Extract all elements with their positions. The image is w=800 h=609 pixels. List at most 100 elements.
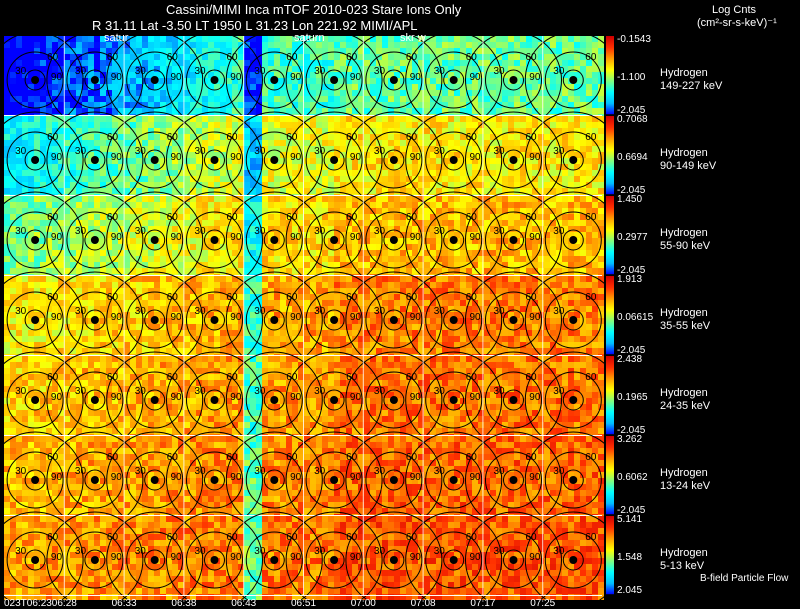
heat-cell	[256, 48, 262, 54]
heat-cell	[568, 36, 574, 42]
heat-cell	[58, 294, 64, 300]
contour-label: 90	[170, 232, 182, 243]
heat-cell	[532, 84, 538, 90]
heat-cell	[88, 48, 94, 54]
heat-cell	[316, 226, 322, 232]
heat-cell	[46, 60, 52, 66]
heat-cell	[292, 182, 298, 188]
heat-cell	[430, 48, 436, 54]
heat-cell	[148, 140, 154, 146]
heat-cell	[526, 102, 532, 108]
heat-cell	[412, 182, 418, 188]
heat-cell	[508, 54, 514, 60]
heat-cell	[10, 146, 16, 152]
field-point	[210, 76, 219, 84]
heat-cell	[442, 96, 448, 102]
heat-cell	[10, 318, 16, 324]
heat-cell	[100, 42, 106, 48]
heat-cell	[262, 60, 268, 66]
heat-cell	[214, 48, 220, 54]
heat-cell	[220, 158, 226, 164]
heat-cell	[4, 164, 10, 170]
heat-cell	[466, 108, 472, 114]
heat-cell	[484, 188, 490, 194]
heat-cell	[376, 108, 382, 114]
heat-cell	[340, 196, 346, 202]
heat-cell	[256, 268, 262, 274]
heat-cell	[280, 170, 286, 176]
heat-cell	[88, 158, 94, 164]
heat-cell	[94, 208, 100, 214]
heat-cell	[82, 196, 88, 202]
heat-cell	[58, 96, 64, 102]
heat-cell	[286, 84, 292, 90]
heat-cell	[394, 188, 400, 194]
heat-cell	[334, 182, 340, 188]
heat-cell	[148, 84, 154, 90]
heat-cell	[178, 90, 184, 96]
heat-cell	[340, 66, 346, 72]
heat-cell	[208, 208, 214, 214]
heat-cell	[430, 108, 436, 114]
heat-cell	[148, 102, 154, 108]
heat-cell	[118, 208, 124, 214]
heat-cell	[208, 176, 214, 182]
heat-cell	[76, 90, 82, 96]
heat-cell	[202, 188, 208, 194]
heat-cell	[370, 84, 376, 90]
heat-cell	[172, 72, 178, 78]
heat-cell	[190, 78, 196, 84]
heat-cell	[154, 66, 160, 72]
heat-cell	[478, 48, 484, 54]
heat-cell	[190, 90, 196, 96]
heat-cell	[40, 268, 46, 274]
heat-cell	[580, 128, 586, 134]
heat-cell	[118, 108, 124, 114]
heat-cell	[280, 196, 286, 202]
heat-cell	[586, 170, 592, 176]
heat-cell	[208, 250, 214, 256]
heat-cell	[226, 146, 232, 152]
heat-cell	[130, 196, 136, 202]
heat-cell	[316, 54, 322, 60]
heat-cell	[34, 176, 40, 182]
heat-cell	[76, 158, 82, 164]
heat-cell	[28, 140, 34, 146]
heat-cell	[58, 268, 64, 274]
heat-cell	[388, 202, 394, 208]
heat-cell	[388, 146, 394, 152]
heat-cell	[178, 262, 184, 268]
heat-cell	[184, 170, 190, 176]
heat-cell	[490, 54, 496, 60]
heat-cell	[580, 36, 586, 42]
colorbar-step	[606, 125, 614, 127]
heat-cell	[202, 122, 208, 128]
heat-cell	[10, 226, 16, 232]
contour-label: 90	[230, 152, 242, 163]
colorbar-step	[606, 116, 614, 118]
heat-cell	[562, 140, 568, 146]
heat-cell	[352, 214, 358, 220]
heat-cell	[118, 48, 124, 54]
heat-cell	[94, 170, 100, 176]
heat-cell	[526, 122, 532, 128]
heat-cell	[274, 244, 280, 250]
heat-cell	[280, 158, 286, 164]
heat-cell	[166, 146, 172, 152]
heat-cell	[130, 238, 136, 244]
heat-cell	[310, 152, 316, 158]
heat-cell	[394, 220, 400, 226]
heat-cell	[520, 256, 526, 262]
heat-cell	[268, 66, 274, 72]
heat-cell	[136, 48, 142, 54]
heat-cell	[388, 176, 394, 182]
heat-cell	[232, 108, 238, 114]
heat-cell	[538, 66, 544, 72]
colorbar-step	[606, 155, 614, 157]
heat-cell	[442, 140, 448, 146]
heat-cell	[514, 72, 520, 78]
heat-cell	[4, 336, 10, 342]
heat-cell	[148, 226, 154, 232]
contour-label: 90	[350, 232, 362, 243]
heat-cell	[382, 36, 388, 42]
